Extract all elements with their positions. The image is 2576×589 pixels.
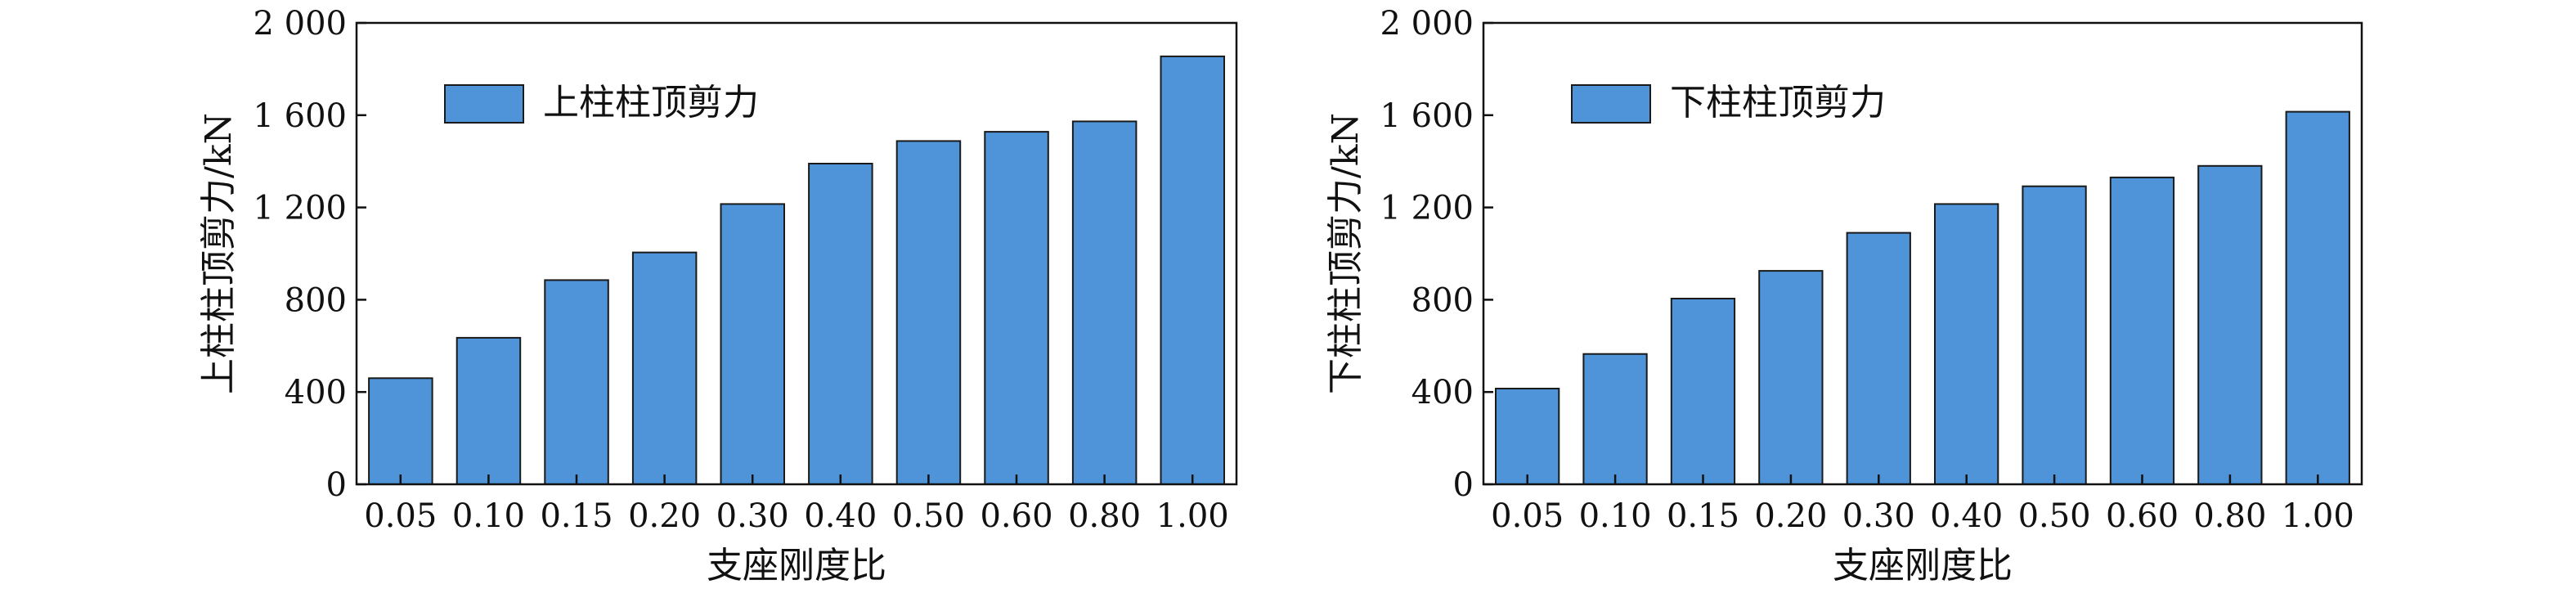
x-tick-label: 0.50 [2018,497,2091,535]
bar-0.05 [1495,388,1560,485]
legend-label: 上柱柱顶剪力 [543,82,759,124]
y-tick-label: 400 [285,374,347,411]
y-tick-label: 1 200 [253,190,347,227]
x-axis-label: 支座刚度比 [707,545,886,587]
legend-swatch [444,84,524,124]
plot-frame [355,21,1238,486]
bar-0.50 [2022,185,2087,485]
bar-0.60 [2109,176,2175,485]
y-tick-label: 1 200 [1380,190,1474,227]
y-tick-label: 0 [1453,466,1474,504]
y-tick-label: 0 [326,466,347,504]
bar-1.00 [1160,55,1225,485]
x-tick-label: 0.10 [452,497,525,535]
x-tick-label: 0.20 [628,497,701,535]
x-tick-label: 0.50 [892,497,965,535]
bar-1.00 [2285,110,2350,485]
x-tick-label: 0.05 [364,497,437,535]
x-tick-label: 0.30 [716,497,789,535]
legend: 下柱柱顶剪力 [1571,82,1886,124]
bar-0.15 [1670,298,1736,485]
bar-0.30 [1846,232,1911,485]
x-tick-label: 0.05 [1491,497,1564,535]
x-tick-label: 0.15 [1667,497,1739,535]
x-tick-label: 0.60 [980,497,1052,535]
chart-panel-2: 0 400 800 1 200 1 600 2 000 0.05 0.10 0.15 0.20 0.… [1325,5,2363,587]
y-tick-label: 800 [285,281,347,319]
plot-frame [1482,21,2363,486]
x-tick-label: 0.30 [1842,497,1915,535]
y-tick-label: 1 600 [253,97,347,135]
x-axis-label: 支座刚度比 [1833,545,2013,587]
y-tick-label: 2 000 [253,5,347,43]
legend-label: 下柱柱顶剪力 [1670,82,1886,124]
y-tick-label: 1 600 [1380,97,1474,135]
x-tick-label: 0.80 [2193,497,2266,535]
y-axis-label: 上柱柱顶剪力/kN [198,113,240,394]
x-tick-label: 0.40 [1930,497,2003,535]
bar-0.80 [2197,164,2263,486]
x-tick-label: 0.60 [2106,497,2179,535]
bar-0.15 [544,279,609,485]
chart-panel-1: 0 400 800 1 200 1 600 2 000 0.05 0.10 0.15 0.20 0.… [198,5,1238,587]
bar-0.05 [368,377,433,485]
x-tick-label: 0.80 [1068,497,1141,535]
x-tick-label: 0.40 [804,497,877,535]
bar-0.50 [895,140,962,485]
bar-0.10 [456,336,522,485]
y-axis-label: 下柱柱顶剪力/kN [1325,113,1367,394]
y-tick-label: 800 [1411,281,1474,319]
x-tick-label: 0.20 [1754,497,1827,535]
bar-0.20 [1758,270,1824,485]
bar-0.40 [1934,203,1999,485]
legend-swatch [1571,84,1651,124]
legend: 上柱柱顶剪力 [444,82,759,124]
y-tick-label: 400 [1411,374,1474,411]
bar-0.30 [720,203,785,485]
y-tick-label: 2 000 [1380,5,1474,43]
x-tick-label: 0.15 [540,497,613,535]
x-tick-label: 1.00 [2282,497,2354,535]
x-tick-label: 0.10 [1579,497,1652,535]
bar-0.40 [808,163,873,485]
x-tick-label: 1.00 [1156,497,1229,535]
bar-0.10 [1582,353,1648,486]
bar-0.20 [631,251,698,485]
bar-0.80 [1071,120,1138,485]
bar-0.60 [984,131,1049,485]
